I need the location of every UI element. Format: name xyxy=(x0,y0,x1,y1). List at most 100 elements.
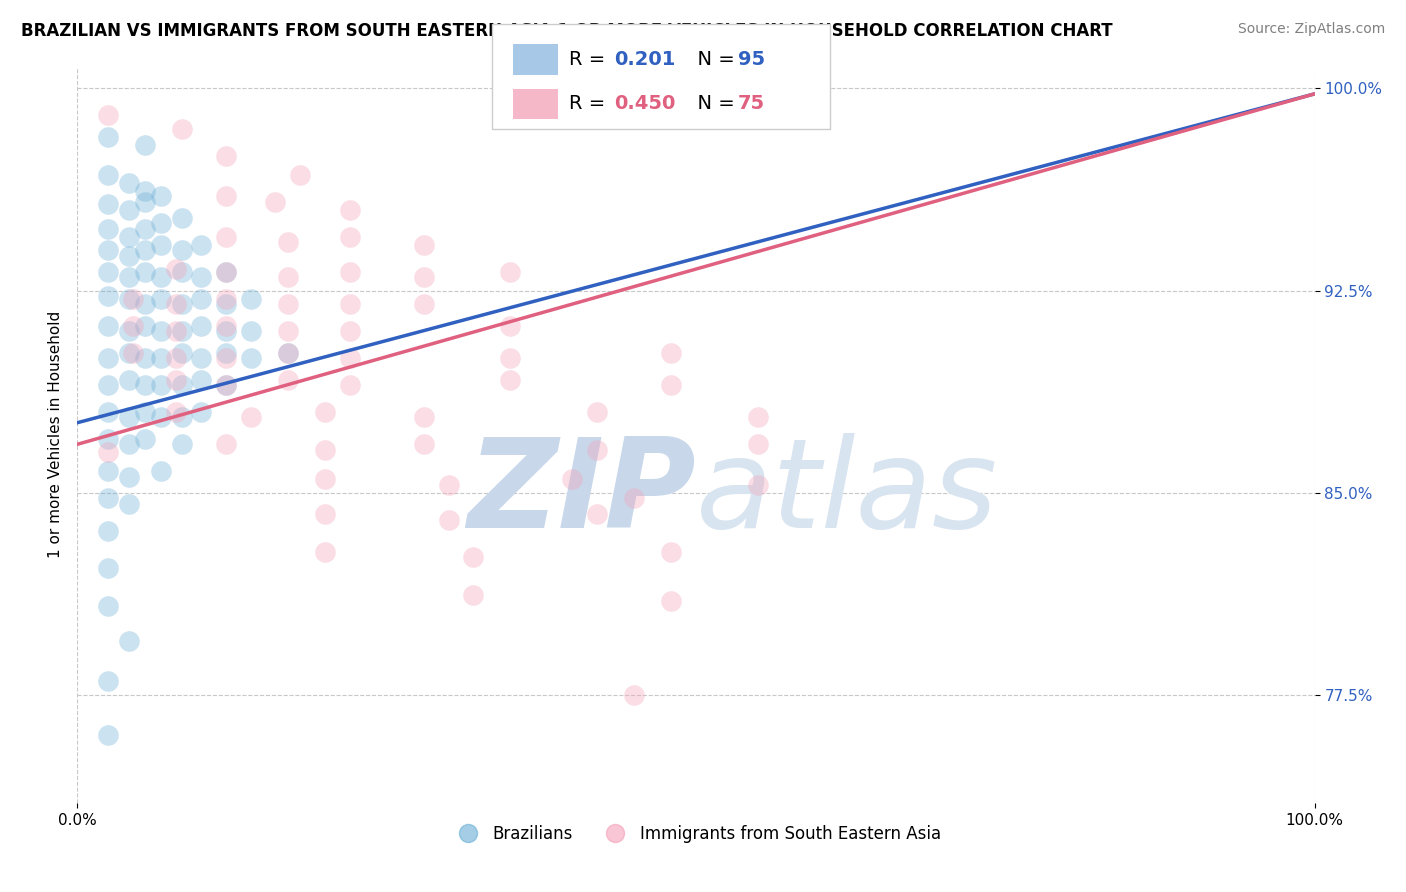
Point xyxy=(314,508,336,522)
Point xyxy=(339,265,361,279)
Text: ZIP: ZIP xyxy=(467,434,696,554)
Point xyxy=(190,292,212,306)
Point xyxy=(499,351,522,365)
Point xyxy=(134,318,156,333)
Point xyxy=(190,351,212,365)
Point xyxy=(134,297,156,311)
Point xyxy=(586,405,609,419)
Point xyxy=(97,561,120,575)
Point xyxy=(412,297,434,311)
Point xyxy=(239,410,262,425)
Point xyxy=(97,674,120,689)
Point xyxy=(165,324,187,338)
Point xyxy=(134,221,156,235)
Point xyxy=(122,318,145,333)
Point xyxy=(277,373,299,387)
Text: N =: N = xyxy=(685,50,741,69)
Point xyxy=(412,437,434,451)
Point xyxy=(165,373,187,387)
Point xyxy=(134,138,156,153)
Point xyxy=(97,221,120,235)
Point xyxy=(659,593,682,607)
Point xyxy=(97,351,120,365)
Point xyxy=(118,497,141,511)
Point xyxy=(463,588,485,602)
Point xyxy=(150,292,173,306)
Point xyxy=(97,197,120,211)
Point xyxy=(118,270,141,285)
Point xyxy=(97,524,120,538)
Point xyxy=(165,297,187,311)
Point xyxy=(122,345,145,359)
Point xyxy=(150,189,173,203)
Point xyxy=(623,688,645,702)
Point xyxy=(215,318,238,333)
Point xyxy=(412,270,434,285)
Text: N =: N = xyxy=(685,95,741,113)
Point xyxy=(97,728,120,742)
Point xyxy=(118,410,141,425)
Point xyxy=(747,410,769,425)
Point xyxy=(215,378,238,392)
Point xyxy=(314,472,336,486)
Point xyxy=(190,373,212,387)
Point xyxy=(97,318,120,333)
Point xyxy=(118,292,141,306)
Point xyxy=(172,265,194,279)
Point xyxy=(437,477,460,491)
Point xyxy=(215,324,238,338)
Point xyxy=(215,345,238,359)
Text: 75: 75 xyxy=(738,95,765,113)
Point xyxy=(134,265,156,279)
Point xyxy=(339,351,361,365)
Point xyxy=(172,324,194,338)
Point xyxy=(190,318,212,333)
Point xyxy=(215,265,238,279)
Point xyxy=(97,432,120,446)
Point xyxy=(412,237,434,252)
Point xyxy=(118,249,141,263)
Point xyxy=(339,378,361,392)
Point xyxy=(277,297,299,311)
Y-axis label: 1 or more Vehicles in Household: 1 or more Vehicles in Household xyxy=(48,311,63,558)
Point xyxy=(314,405,336,419)
Point xyxy=(499,373,522,387)
Point xyxy=(314,545,336,559)
Point xyxy=(118,229,141,244)
Point xyxy=(314,442,336,457)
Point xyxy=(118,202,141,217)
Point xyxy=(172,345,194,359)
Point xyxy=(172,122,194,136)
Point xyxy=(215,378,238,392)
Point xyxy=(97,599,120,613)
Point xyxy=(215,149,238,163)
Point xyxy=(277,345,299,359)
Point xyxy=(623,491,645,506)
Point xyxy=(747,477,769,491)
Point xyxy=(118,373,141,387)
Point xyxy=(150,324,173,338)
Point xyxy=(288,168,311,182)
Point xyxy=(277,324,299,338)
Point xyxy=(172,410,194,425)
Point xyxy=(561,472,583,486)
Point xyxy=(118,176,141,190)
Point xyxy=(215,229,238,244)
Point xyxy=(172,437,194,451)
Point xyxy=(97,405,120,419)
Text: 0.201: 0.201 xyxy=(614,50,676,69)
Point xyxy=(339,229,361,244)
Point xyxy=(747,437,769,451)
Point xyxy=(172,211,194,225)
Point xyxy=(150,351,173,365)
Point xyxy=(97,130,120,145)
Legend: Brazilians, Immigrants from South Eastern Asia: Brazilians, Immigrants from South Easter… xyxy=(444,818,948,850)
Point xyxy=(277,345,299,359)
Point xyxy=(659,345,682,359)
Point xyxy=(586,442,609,457)
Point xyxy=(97,464,120,478)
Point xyxy=(172,243,194,257)
Point xyxy=(215,189,238,203)
Point xyxy=(339,324,361,338)
Point xyxy=(97,491,120,506)
